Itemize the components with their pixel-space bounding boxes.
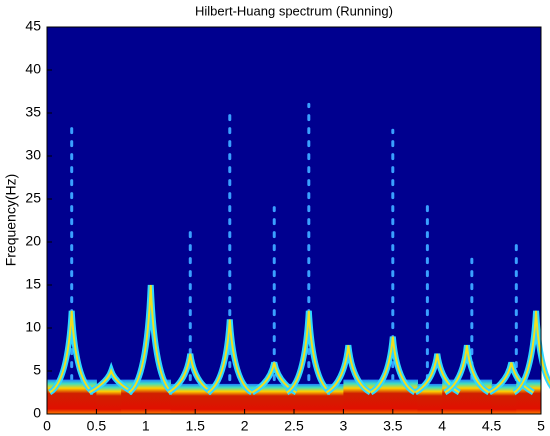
peak-core [370,336,416,394]
x-tick-label: 1 [142,418,150,434]
y-tick-label: 15 [25,276,41,292]
band-cell [294,383,320,414]
peak-core [444,345,490,394]
y-tick-label: 10 [25,319,41,335]
y-tick-label: 5 [33,362,41,378]
peak-core [251,362,297,394]
x-tick-label: 2.5 [284,418,304,434]
peak-core [207,319,253,394]
x-tick-label: 0.5 [87,418,107,434]
band-cell [219,383,246,414]
peak-core [513,310,550,394]
x-tick-label: 0 [43,418,51,434]
y-tick-label: 25 [25,190,41,206]
x-tick-label: 3 [340,418,348,434]
x-tick-label: 3.5 [383,418,403,434]
band-cell [96,383,122,414]
chart-title: Hilbert-Huang spectrum (Running) [195,3,393,18]
y-tick-label: 40 [25,61,41,77]
peak-core [167,353,213,394]
y-tick-label: 0 [33,405,41,421]
x-tick-label: 1.5 [185,418,205,434]
y-tick-label: 30 [25,147,41,163]
y-axis-label: Frequency(Hz) [3,174,19,267]
peak-core [286,310,332,394]
x-tick-label: 5 [537,418,545,434]
x-tick-label: 4 [438,418,446,434]
x-tick-label: 4.5 [482,418,502,434]
plot-background [47,27,541,414]
x-tick-label: 2 [241,418,249,434]
peak-core [49,310,95,394]
peak-core [88,367,134,394]
peak-core [128,284,174,394]
y-tick-label: 35 [25,104,41,120]
peak-core [325,345,371,394]
y-tick-label: 20 [25,233,41,249]
y-tick-label: 45 [25,18,41,34]
